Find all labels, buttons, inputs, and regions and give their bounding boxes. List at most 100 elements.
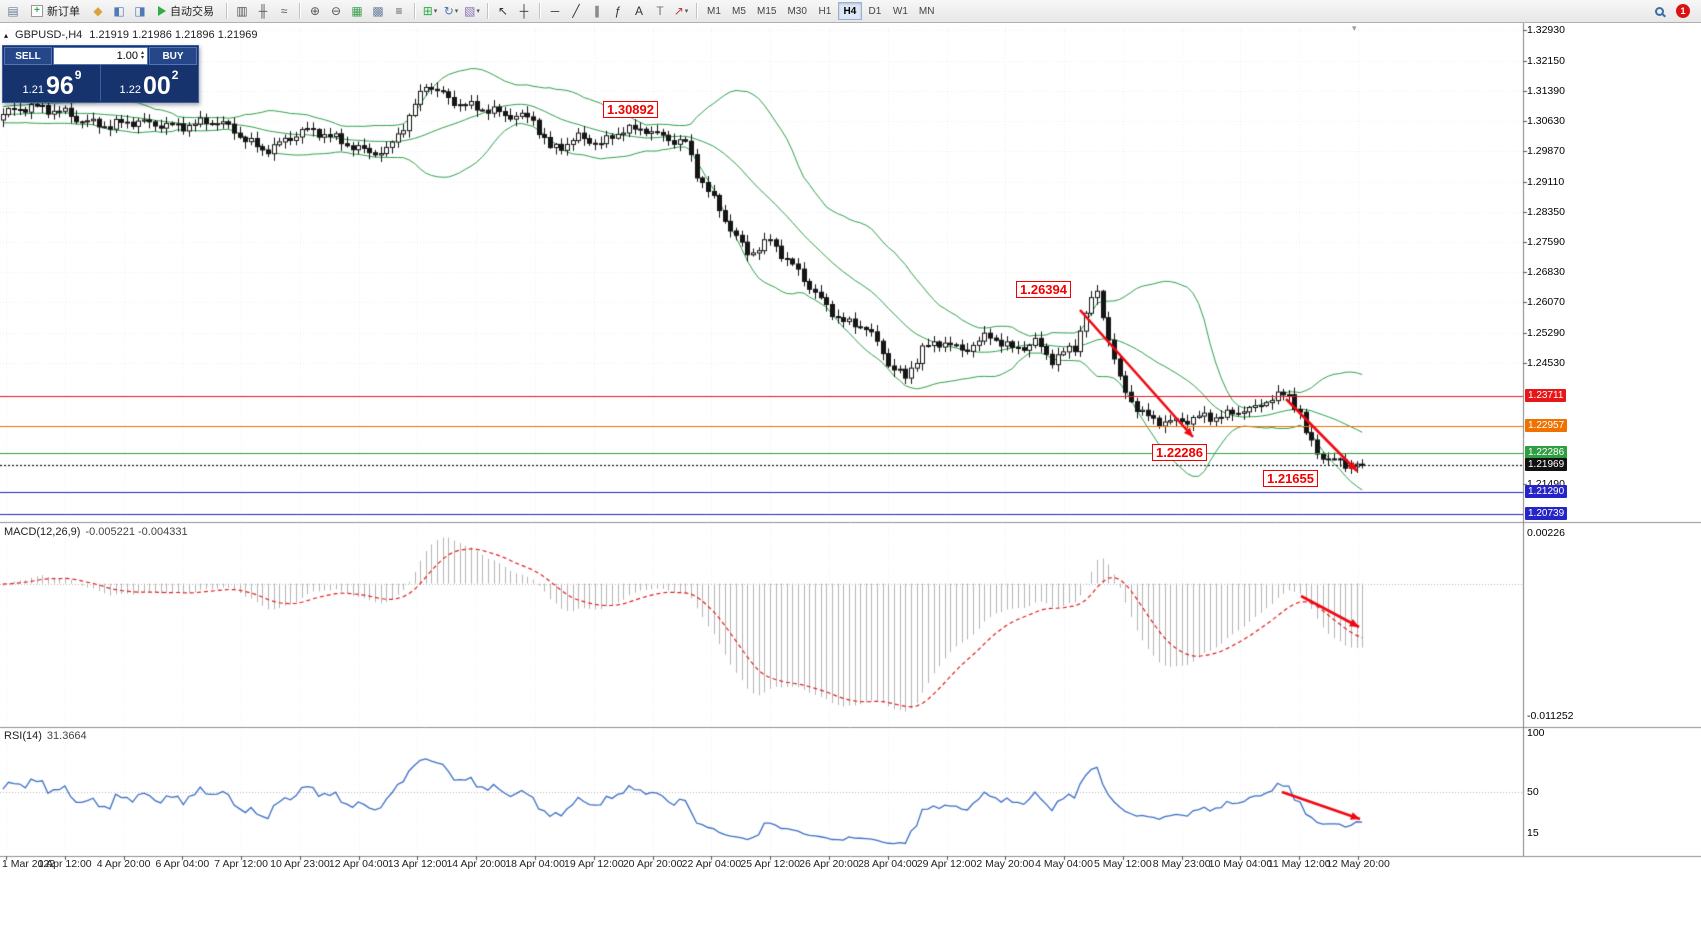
collapse-panel-icon[interactable]: ▴ (4, 30, 9, 40)
horizontal-line-icon[interactable]: ─ (545, 2, 565, 21)
timeframe-m1-button[interactable]: M1 (702, 2, 726, 20)
x-axis-label: 4 May 04:00 (1035, 858, 1093, 870)
y-axis-tick: 1.26830 (1527, 266, 1565, 279)
price-annotation[interactable]: 1.26394 (1016, 281, 1071, 298)
zoom-in-icon[interactable]: ⊕ (305, 2, 325, 21)
search-icon-glyph (1654, 6, 1664, 16)
candlestick-chart-icon-glyph: ╫ (258, 4, 268, 18)
x-axis-label: 2 May 20:00 (976, 858, 1035, 870)
x-axis-label: 26 Apr 20:00 (799, 858, 859, 870)
x-axis-label: 10 May 04:00 (1208, 858, 1273, 870)
template-icon[interactable]: ▧ ▾ (462, 2, 482, 21)
caret-down-icon: ▾ (433, 8, 438, 15)
rsi-axis-tick: 15 (1527, 827, 1539, 840)
x-axis-label: 10 Apr 23:00 (270, 858, 330, 870)
bid-price[interactable]: 1.21 96 9 (4, 65, 101, 101)
macd-label: MACD(12,26,9) -0.005221 -0.004331 (4, 526, 188, 538)
autotrading-button[interactable]: 自动交易 (151, 2, 221, 21)
indicator-list-icon[interactable]: ≡ (389, 2, 409, 21)
price-annotation[interactable]: 1.30892 (603, 101, 658, 118)
symbol-info: ▴ GBPUSD-,H4 1.21919 1.21986 1.21896 1.2… (4, 29, 257, 41)
ask-price[interactable]: 1.22 00 2 (101, 65, 197, 101)
timeframe-m30-button[interactable]: M30 (782, 2, 811, 20)
indicator-list-icon-glyph: ≡ (395, 4, 403, 18)
charts-profile-icon[interactable]: ▤ (3, 2, 23, 21)
bid-prefix: 1.21 (22, 84, 44, 96)
chart-shift-marker[interactable]: ▾ (1352, 23, 1357, 33)
search-icon[interactable] (1649, 2, 1669, 21)
ask-prefix: 1.22 (119, 84, 141, 96)
macd-pane[interactable] (0, 523, 1523, 726)
price-line-label: 1.22957 (1525, 418, 1568, 432)
trendline-icon[interactable]: ╱ (566, 2, 586, 21)
y-axis-tick: 1.28350 (1527, 205, 1565, 218)
toolbar-separator (539, 3, 540, 19)
rsi-axis-tick: 100 (1527, 727, 1545, 739)
toolbar-separator (226, 3, 227, 19)
main-chart-pane[interactable] (0, 28, 1523, 520)
data-window-icon[interactable]: ◧ (109, 2, 129, 21)
channel-icon[interactable]: ∥ (587, 2, 607, 21)
toolbar-separator (414, 3, 415, 19)
timeframe-m15-button[interactable]: M15 (752, 2, 781, 20)
label-icon[interactable]: T (650, 2, 670, 21)
y-axis-tick: 1.26070 (1527, 296, 1565, 309)
buy-button[interactable]: BUY (149, 47, 197, 65)
x-axis-label: 5 May 12:00 (1093, 858, 1152, 870)
macd-axis-top: 0.00226 (1527, 527, 1565, 539)
notification-badge[interactable]: 1 (1676, 4, 1690, 18)
line-chart-icon[interactable]: ≈ (274, 2, 294, 21)
new-order-icon: + (31, 5, 43, 17)
quote-display: 1.21 96 9 1.22 00 2 (3, 65, 198, 102)
fibonacci-icon[interactable]: ƒ (608, 2, 628, 21)
timeframe-w1-button[interactable]: W1 (888, 2, 913, 20)
zoom-out-icon[interactable]: ⊖ (326, 2, 346, 21)
toolbar-separator (696, 3, 697, 19)
spinner-up-icon[interactable]: ▴ (140, 50, 144, 56)
text-icon[interactable]: A (629, 2, 649, 21)
volume-spinner[interactable]: ▴ ▾ (140, 50, 144, 61)
timeframe-mn-button[interactable]: MN (914, 2, 940, 20)
crosshair-icon[interactable]: ┼ (514, 2, 534, 21)
tile-windows-icon[interactable]: ▦ (347, 2, 367, 21)
auto-scroll-icon-glyph: ↻ (443, 4, 454, 18)
price-annotation[interactable]: 1.21655 (1263, 470, 1318, 487)
cursor-icon[interactable]: ↖ (493, 2, 513, 21)
macd-values: -0.005221 -0.004331 (85, 526, 188, 538)
add-indicator-icon[interactable]: ⊞ ▾ (420, 2, 440, 21)
data-window-icon-glyph: ◧ (113, 4, 125, 18)
text-icon-glyph: A (634, 4, 643, 18)
spinner-down-icon[interactable]: ▾ (140, 55, 144, 61)
channel-icon-glyph: ∥ (594, 4, 600, 18)
price-line-label: 1.22286 (1525, 445, 1568, 459)
rsi-pane[interactable] (0, 728, 1523, 855)
crosshair-icon-glyph: ┼ (519, 4, 529, 18)
candlestick-chart-icon[interactable]: ╫ (253, 2, 273, 21)
arrows-tool-icon[interactable]: ↗ ▾ (671, 2, 691, 21)
sell-button[interactable]: SELL (4, 47, 52, 65)
volume-input[interactable]: 1.00 ▴ ▾ (53, 47, 148, 65)
navigator-icon[interactable]: ◨ (130, 2, 150, 21)
cascade-windows-icon[interactable]: ▩ (368, 2, 388, 21)
line-chart-icon-glyph: ≈ (280, 4, 288, 18)
timeframe-m5-button[interactable]: M5 (727, 2, 751, 20)
market-watch-icon[interactable]: ◆ (88, 2, 108, 21)
bid-main: 96 (45, 72, 74, 100)
price-line-label: 1.21969 (1525, 458, 1568, 472)
price-line-label: 1.20739 (1525, 507, 1568, 520)
timeframe-h4-button[interactable]: H4 (837, 2, 862, 20)
charts-profile-icon-glyph: ▤ (7, 4, 19, 18)
rsi-label: RSI(14) 31.3664 (4, 730, 87, 742)
new-order-button[interactable]: + 新订单 (24, 2, 87, 21)
bar-chart-icon[interactable]: ▥ (232, 2, 252, 21)
x-axis-label: 12 Apr 04:00 (328, 858, 389, 870)
auto-scroll-icon[interactable]: ↻ ▾ (441, 2, 461, 21)
label-icon-glyph: T (656, 4, 664, 18)
timeframe-d1-button[interactable]: D1 (863, 2, 887, 20)
price-annotation[interactable]: 1.22286 (1152, 444, 1207, 461)
x-axis-label: 28 Apr 04:00 (857, 858, 918, 870)
zoom-in-icon-glyph: ⊕ (309, 4, 321, 18)
timeframe-h1-button[interactable]: H1 (813, 2, 837, 20)
